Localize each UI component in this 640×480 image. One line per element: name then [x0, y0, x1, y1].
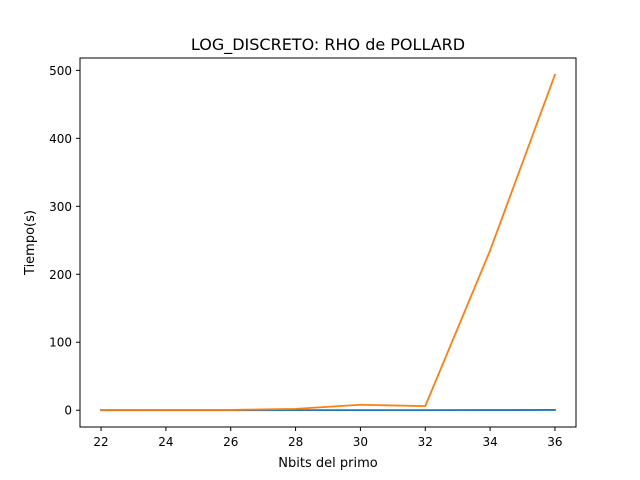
x-tick-label: 24 [158, 435, 173, 449]
series-line-2 [100, 73, 557, 411]
y-tick-label: 400 [49, 132, 72, 146]
x-axis-label: Nbits del primo [278, 456, 377, 471]
x-tick-label: 32 [418, 435, 433, 449]
plot-frame [79, 57, 577, 428]
x-tick-label: 34 [482, 435, 497, 449]
y-ticks: 0 100 200 300 400 500 [49, 64, 80, 418]
x-tick-label: 22 [93, 435, 108, 449]
x-ticks: 22 24 26 28 30 32 34 36 [93, 427, 563, 449]
x-tick-label: 28 [288, 435, 303, 449]
series-layer [100, 73, 557, 412]
chart-title: LOG_DISCRETO: RHO de POLLARD [191, 35, 465, 55]
y-tick-label: 300 [49, 200, 72, 214]
x-tick-label: 36 [547, 435, 562, 449]
x-tick-label: 26 [223, 435, 238, 449]
y-tick-label: 100 [49, 336, 72, 350]
x-tick-label: 30 [353, 435, 368, 449]
y-tick-label: 500 [49, 64, 72, 78]
y-tick-label: 0 [64, 404, 72, 418]
y-axis-label: Tiempo(s) [23, 210, 38, 276]
y-tick-label: 200 [49, 268, 72, 282]
